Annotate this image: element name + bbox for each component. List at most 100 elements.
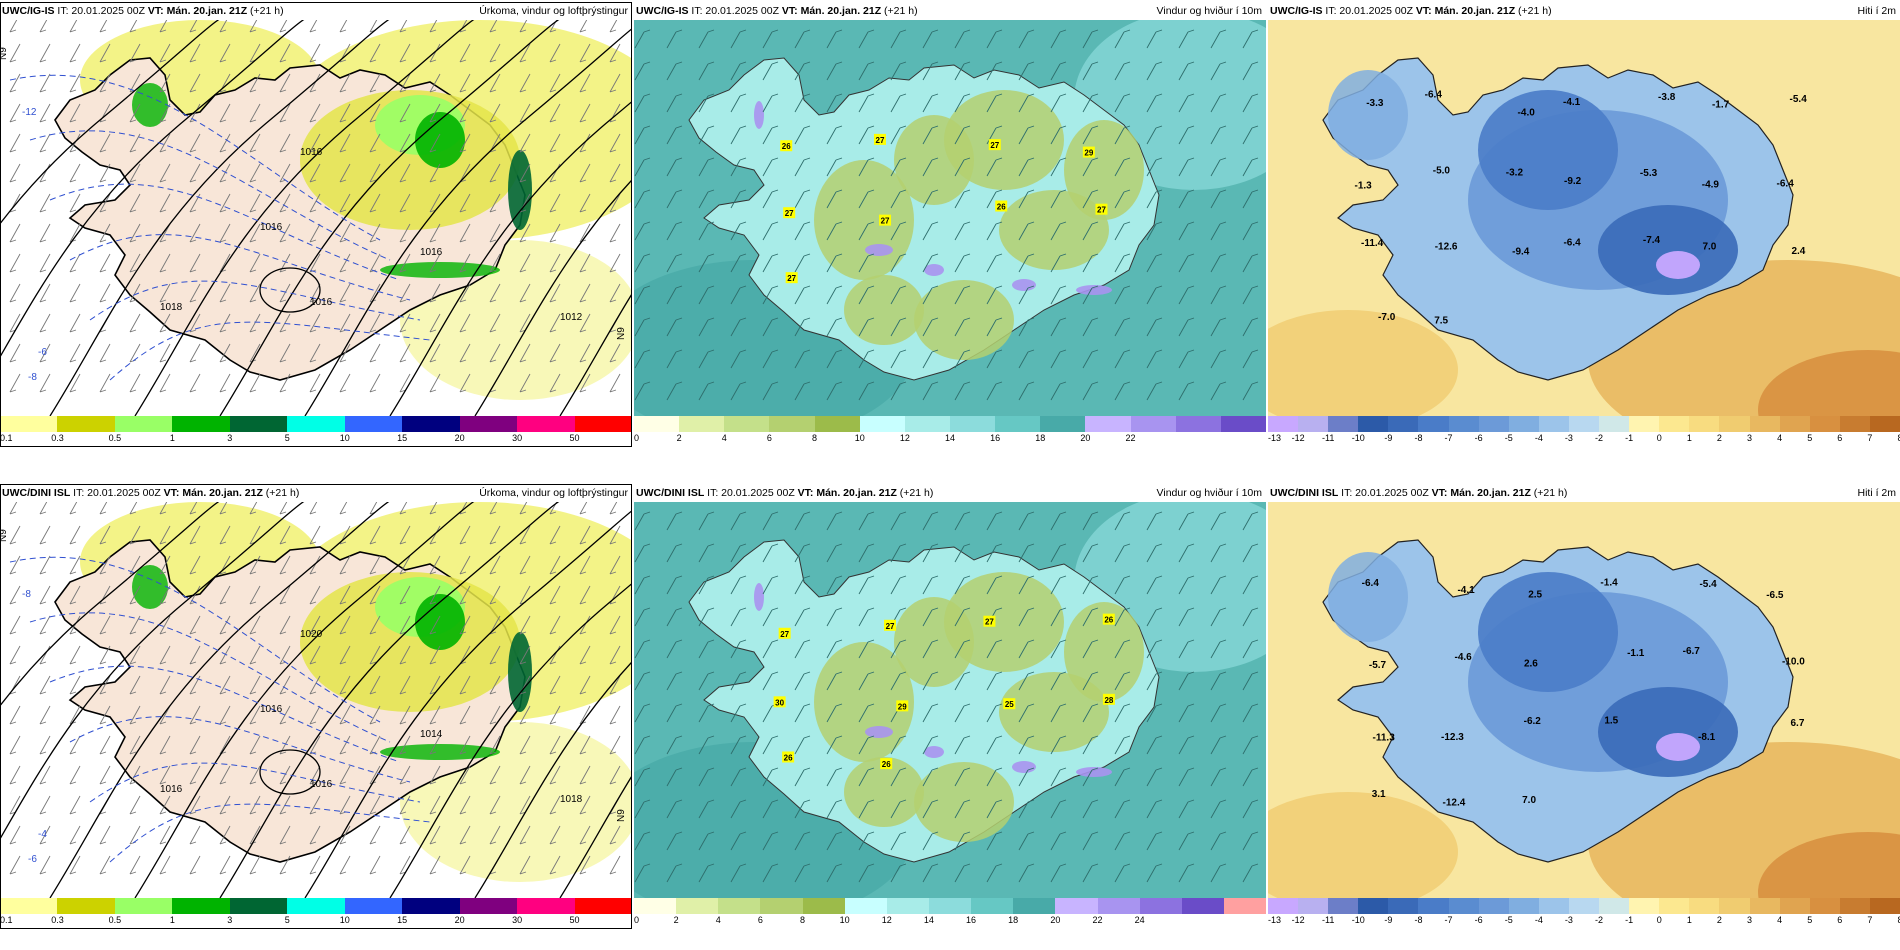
wind-barb	[369, 705, 381, 725]
gust-marker	[773, 696, 786, 708]
color-scale-step	[634, 416, 680, 432]
wind-barb	[954, 253, 971, 273]
color-scale-tick: -11	[1322, 915, 1335, 925]
wind-barb	[634, 381, 651, 401]
wind-barb	[1018, 703, 1035, 723]
wind-barb	[369, 133, 381, 153]
wind-barb	[986, 61, 1003, 81]
init-time: IT: 20.01.2025 00Z	[57, 5, 145, 17]
wind-barb	[399, 795, 411, 815]
wind-barb	[249, 645, 261, 665]
wind-barb	[9, 735, 21, 755]
wind-barb	[279, 283, 291, 303]
wind-barb	[69, 133, 81, 153]
wind-barb	[279, 502, 288, 515]
wind-barb	[1178, 349, 1195, 369]
color-scale-step	[1568, 416, 1600, 432]
wind-barb	[249, 133, 261, 153]
wind-barb	[1242, 543, 1259, 563]
wind-barb	[579, 645, 591, 665]
wind-barb	[698, 735, 715, 755]
color-scale-step	[1130, 416, 1176, 432]
wind-barb	[634, 863, 651, 883]
color-scale-step	[1358, 416, 1389, 432]
wind-barb	[69, 615, 81, 635]
wind-barb	[986, 253, 1003, 273]
color-scale-tick: 10	[854, 433, 865, 443]
wind-barb	[1082, 157, 1099, 177]
wind-barb	[1146, 735, 1163, 755]
wind-barb	[858, 157, 875, 177]
gust-marker	[1095, 203, 1108, 215]
wind-barb	[339, 645, 351, 665]
gust-area	[924, 746, 944, 758]
wind-barb	[309, 502, 318, 515]
wind-barb	[986, 349, 1003, 369]
temperature-isolines	[9, 556, 431, 863]
wind-barb	[762, 157, 779, 177]
wind-barb	[730, 543, 747, 563]
wind-barb	[890, 221, 907, 241]
color-scale-tick: 3	[227, 915, 233, 925]
wind-barb	[219, 502, 228, 515]
wind-barb	[309, 765, 321, 785]
isobar-label: 1016	[260, 222, 283, 233]
wind-barb	[698, 29, 715, 49]
color-scale-tick: 18	[1008, 915, 1019, 925]
wind-barb	[369, 795, 381, 815]
wind-barb	[1018, 381, 1035, 401]
color-scale-tick: 7	[1867, 433, 1873, 443]
wind-barb	[762, 799, 779, 819]
wind-barb	[69, 103, 81, 123]
wind-barb	[519, 735, 531, 755]
wind-barb	[549, 585, 561, 605]
wind-barb	[666, 671, 683, 691]
wind-barb	[986, 575, 1003, 595]
wind-barb	[922, 767, 939, 787]
gust-area	[865, 244, 893, 256]
temperature-isoline	[69, 234, 411, 301]
wind-barb	[1050, 863, 1067, 883]
wind-barb	[1210, 863, 1227, 883]
wind-barb	[730, 349, 747, 369]
gust-area	[924, 264, 944, 276]
wind-barb	[519, 133, 531, 153]
color-scale-step	[287, 416, 345, 432]
lead-time: (+21 h)	[884, 5, 918, 17]
wind-barb	[762, 93, 779, 113]
wind-barb	[369, 163, 381, 183]
color-scale-step	[1599, 416, 1630, 432]
wind-barb	[1018, 253, 1035, 273]
wind-barb	[399, 675, 411, 695]
wind-barb	[698, 61, 715, 81]
gust-value: 30	[775, 698, 784, 707]
wind-barb	[219, 705, 231, 725]
wind-barb	[549, 313, 561, 333]
color-scale-tick: 15	[397, 433, 408, 443]
wind-barb	[698, 799, 715, 819]
wind-barb	[954, 29, 971, 49]
wind-barb	[279, 133, 291, 153]
wind-barb	[279, 825, 291, 845]
wind-barb	[369, 645, 381, 665]
wind-barb	[698, 381, 715, 401]
wind-barb	[309, 133, 321, 153]
wind-barb	[519, 43, 531, 63]
color-scale-step	[1448, 416, 1479, 432]
wind-barb	[858, 543, 875, 563]
wind-barb	[922, 61, 939, 81]
wind-barb	[762, 125, 779, 145]
wind-barb	[1242, 61, 1259, 81]
wind-barb	[698, 543, 715, 563]
wind-barb	[1178, 767, 1195, 787]
temperature-value: -6.4	[1362, 578, 1380, 589]
wind-barb	[159, 73, 171, 93]
cold-area	[1478, 90, 1618, 210]
color-scale-step	[1181, 898, 1224, 914]
wind-barb	[129, 675, 141, 695]
wind-barb	[9, 765, 21, 785]
field-title: Úrkoma, vindur og loftþrýstingur	[479, 5, 628, 17]
wind-barb	[9, 163, 21, 183]
wind-barb	[219, 825, 231, 845]
valid-time: Mán. 20.jan. 21Z	[166, 5, 248, 17]
